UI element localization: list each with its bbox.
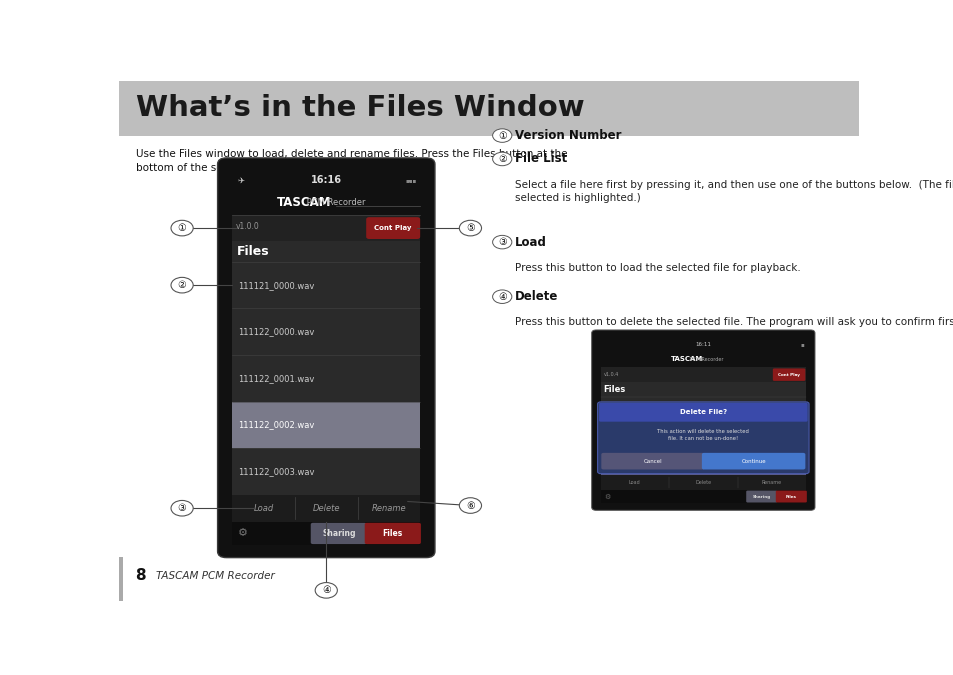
Circle shape xyxy=(492,236,512,249)
Text: v1.0.0: v1.0.0 xyxy=(235,222,259,232)
FancyBboxPatch shape xyxy=(772,369,804,381)
FancyBboxPatch shape xyxy=(366,217,419,239)
Circle shape xyxy=(314,583,337,598)
FancyBboxPatch shape xyxy=(600,383,805,397)
Circle shape xyxy=(492,290,512,304)
Text: PCM Recorder: PCM Recorder xyxy=(304,198,366,207)
Text: 111122_0000.wav: 111122_0000.wav xyxy=(603,453,649,459)
FancyBboxPatch shape xyxy=(233,170,419,190)
Text: Delete: Delete xyxy=(695,481,711,485)
Text: ✈: ✈ xyxy=(237,176,244,185)
Text: ⑤: ⑤ xyxy=(466,223,475,233)
Text: 8: 8 xyxy=(135,568,146,583)
FancyBboxPatch shape xyxy=(600,475,805,490)
Circle shape xyxy=(171,277,193,293)
Circle shape xyxy=(459,220,481,236)
FancyBboxPatch shape xyxy=(600,490,805,503)
Text: Cont Play: Cont Play xyxy=(778,373,800,377)
Text: Cancel: Cancel xyxy=(643,459,661,464)
Text: ②: ② xyxy=(497,154,506,164)
Text: Press this button to load the selected file for playback.: Press this button to load the selected f… xyxy=(515,263,800,273)
Text: What’s in the Files Window: What’s in the Files Window xyxy=(135,95,583,122)
FancyBboxPatch shape xyxy=(233,241,419,262)
Text: This action will delete the selected
file. It can not be un-done!: This action will delete the selected fil… xyxy=(657,429,748,441)
Text: 16:16: 16:16 xyxy=(311,176,341,185)
Text: 111121_0000.wav: 111121_0000.wav xyxy=(603,414,649,419)
FancyBboxPatch shape xyxy=(600,367,805,383)
Text: 111122_0003.wav: 111122_0003.wav xyxy=(238,467,314,476)
Text: ⚙: ⚙ xyxy=(603,493,610,500)
FancyBboxPatch shape xyxy=(119,557,123,601)
Text: Sharing: Sharing xyxy=(752,495,770,499)
Text: Select a file here first by pressing it, and then use one of the buttons below. : Select a file here first by pressing it,… xyxy=(515,180,953,203)
Text: Press this button to delete the selected file. The program will ask you to confi: Press this button to delete the selected… xyxy=(515,317,953,327)
Text: 111122_0000.wav: 111122_0000.wav xyxy=(238,327,314,336)
Text: Files: Files xyxy=(603,385,625,394)
FancyBboxPatch shape xyxy=(775,491,806,502)
FancyBboxPatch shape xyxy=(311,523,367,544)
FancyBboxPatch shape xyxy=(597,402,808,474)
Text: Delete: Delete xyxy=(515,290,558,303)
FancyBboxPatch shape xyxy=(233,522,419,545)
Text: Rename: Rename xyxy=(761,481,781,485)
FancyBboxPatch shape xyxy=(233,215,419,241)
Text: Load: Load xyxy=(253,504,274,513)
Text: File List: File List xyxy=(515,153,566,165)
Text: v1.0.4: v1.0.4 xyxy=(603,372,618,377)
Text: ▪: ▪ xyxy=(800,342,803,347)
FancyBboxPatch shape xyxy=(591,330,814,510)
Text: ②: ② xyxy=(177,280,186,290)
Circle shape xyxy=(459,497,481,513)
FancyBboxPatch shape xyxy=(217,158,435,558)
Text: Delete File?: Delete File? xyxy=(679,409,726,415)
Text: Version Number: Version Number xyxy=(515,129,620,142)
Text: Files: Files xyxy=(785,495,796,499)
Text: 111122_0002.wav: 111122_0002.wav xyxy=(238,421,314,429)
Text: Use the Files window to load, delete and rename files. Press the Files button at: Use the Files window to load, delete and… xyxy=(135,148,566,173)
Text: ⑥: ⑥ xyxy=(466,501,475,510)
FancyBboxPatch shape xyxy=(364,523,420,544)
Text: ①: ① xyxy=(497,130,506,140)
Text: ③: ③ xyxy=(497,237,506,247)
FancyBboxPatch shape xyxy=(600,397,805,475)
Text: PCM Recorder: PCM Recorder xyxy=(687,356,722,362)
FancyBboxPatch shape xyxy=(233,402,419,448)
FancyBboxPatch shape xyxy=(233,495,419,522)
Text: Load: Load xyxy=(628,481,640,485)
Text: TASCAM: TASCAM xyxy=(276,196,331,209)
Text: ⚙: ⚙ xyxy=(237,529,247,539)
FancyBboxPatch shape xyxy=(600,338,805,351)
FancyBboxPatch shape xyxy=(233,190,419,215)
Circle shape xyxy=(492,152,512,166)
Text: ④: ④ xyxy=(497,292,506,302)
FancyBboxPatch shape xyxy=(600,351,805,367)
Text: TASCAM: TASCAM xyxy=(670,356,702,362)
Text: ①: ① xyxy=(177,223,186,233)
FancyBboxPatch shape xyxy=(701,453,804,470)
FancyBboxPatch shape xyxy=(119,81,858,136)
Text: 111122_0001.wav: 111122_0001.wav xyxy=(238,374,314,383)
Circle shape xyxy=(171,500,193,516)
Text: Rename: Rename xyxy=(371,504,406,513)
FancyBboxPatch shape xyxy=(600,436,805,475)
Text: Delete: Delete xyxy=(313,504,339,513)
Text: Sharing: Sharing xyxy=(322,529,355,538)
Circle shape xyxy=(492,129,512,142)
Text: Cont Play: Cont Play xyxy=(374,225,412,231)
Text: Files: Files xyxy=(382,529,402,538)
Text: Load: Load xyxy=(515,236,546,248)
FancyBboxPatch shape xyxy=(598,403,807,422)
Text: 16:11: 16:11 xyxy=(695,342,711,347)
Circle shape xyxy=(171,220,193,236)
Text: 111121_0000.wav: 111121_0000.wav xyxy=(238,281,314,290)
FancyBboxPatch shape xyxy=(600,453,704,470)
Text: Continue: Continue xyxy=(740,459,765,464)
FancyBboxPatch shape xyxy=(233,262,419,495)
Text: Files: Files xyxy=(236,245,269,258)
Text: ④: ④ xyxy=(321,585,331,595)
Text: ▪▪▪: ▪▪▪ xyxy=(405,178,416,183)
FancyBboxPatch shape xyxy=(745,491,777,502)
Text: TASCAM PCM Recorder: TASCAM PCM Recorder xyxy=(156,571,274,580)
Text: ③: ③ xyxy=(177,504,186,513)
